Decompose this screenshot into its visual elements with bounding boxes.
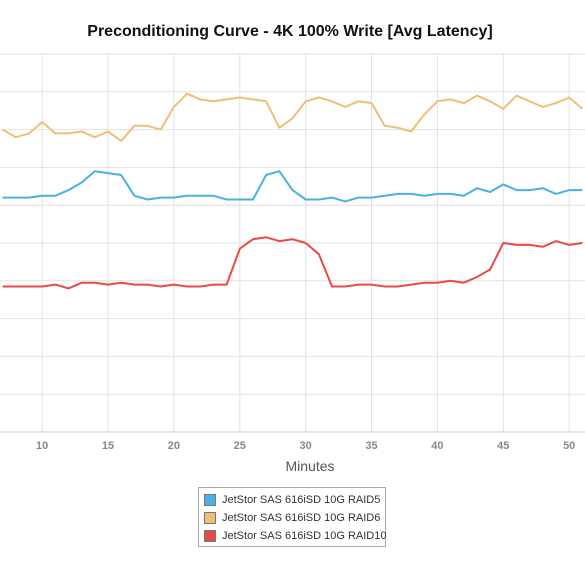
legend-swatch-raid6 — [204, 512, 216, 524]
gridlines — [0, 53, 585, 433]
legend-label-raid10: JetStor SAS 616iSD 10G RAID10 — [222, 530, 387, 542]
x-tick-label: 45 — [497, 440, 509, 452]
x-tick-label: 35 — [365, 440, 377, 452]
legend-label-raid6: JetStor SAS 616iSD 10G RAID6 — [222, 512, 381, 524]
chart-title: Preconditioning Curve - 4K 100% Write [A… — [87, 23, 492, 40]
x-tick-label: 15 — [102, 440, 114, 452]
legend-swatch-raid5 — [204, 494, 216, 506]
x-tick-label: 40 — [431, 440, 443, 452]
legend-label-raid5: JetStor SAS 616iSD 10G RAID5 — [222, 494, 381, 506]
series-line-raid5 — [2, 170, 583, 203]
legend-swatch-raid10 — [204, 530, 216, 542]
x-tick-label: 30 — [300, 440, 312, 452]
legend-item-raid5: JetStor SAS 616iSD 10G RAID5 — [204, 492, 380, 508]
series-line-raid10 — [2, 236, 583, 290]
legend-item-raid6: JetStor SAS 616iSD 10G RAID6 — [204, 510, 380, 526]
x-axis-label: Minutes — [285, 458, 334, 474]
series-lines — [2, 92, 584, 290]
x-tick-label: 25 — [234, 440, 246, 452]
x-axis-ticks: 10 15 20 25 30 35 40 45 50 — [36, 440, 575, 452]
x-tick-label: 10 — [36, 440, 48, 452]
legend: JetStor SAS 616iSD 10G RAID5 JetStor SAS… — [198, 487, 386, 547]
legend-item-raid10: JetStor SAS 616iSD 10G RAID10 — [204, 528, 386, 544]
x-tick-label: 50 — [563, 440, 575, 452]
x-tick-label: 20 — [168, 440, 180, 452]
series-line-raid6 — [2, 92, 584, 142]
